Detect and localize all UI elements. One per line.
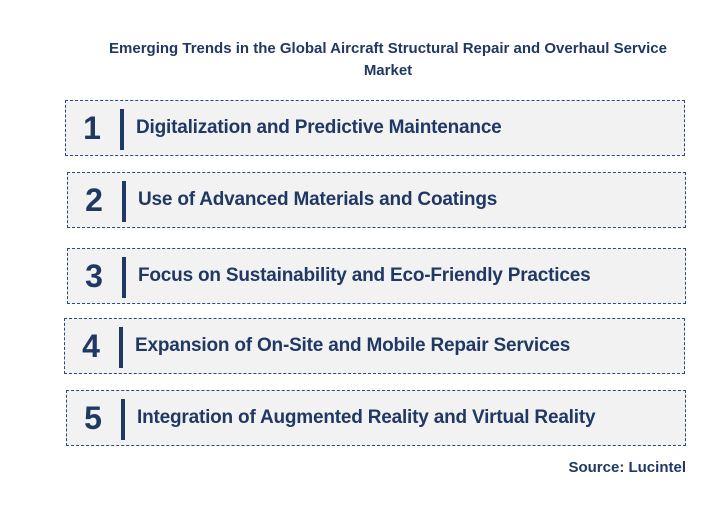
trend-item-5: 5 Integration of Augmented Reality and V…: [66, 390, 686, 446]
trend-item-2: 2 Use of Advanced Materials and Coatings: [67, 172, 686, 228]
diagram-title: Emerging Trends in the Global Aircraft S…: [109, 40, 667, 79]
trend-number: 5: [84, 399, 102, 436]
trend-divider: [120, 109, 124, 150]
trend-divider: [122, 181, 126, 222]
trend-number: 3: [85, 257, 103, 294]
trend-number: 4: [82, 327, 100, 364]
trend-label: Focus on Sustainability and Eco-Friendly…: [138, 265, 591, 286]
trend-divider: [119, 327, 123, 368]
trend-number: 1: [83, 109, 101, 146]
trend-label: Use of Advanced Materials and Coatings: [138, 189, 498, 210]
trend-item-3: 3 Focus on Sustainability and Eco-Friend…: [67, 248, 686, 304]
trend-divider: [121, 399, 125, 440]
trend-item-4: 4 Expansion of On-Site and Mobile Repair…: [64, 318, 685, 374]
trend-divider: [122, 257, 126, 298]
source-credit: Source: Lucintel: [568, 459, 686, 476]
trend-item-1: 1 Digitalization and Predictive Maintena…: [65, 100, 685, 156]
trend-label: Digitalization and Predictive Maintenanc…: [136, 117, 502, 138]
trend-label: Expansion of On-Site and Mobile Repair S…: [135, 335, 571, 356]
trend-label: Integration of Augmented Reality and Vir…: [137, 407, 596, 428]
trend-number: 2: [85, 181, 103, 218]
